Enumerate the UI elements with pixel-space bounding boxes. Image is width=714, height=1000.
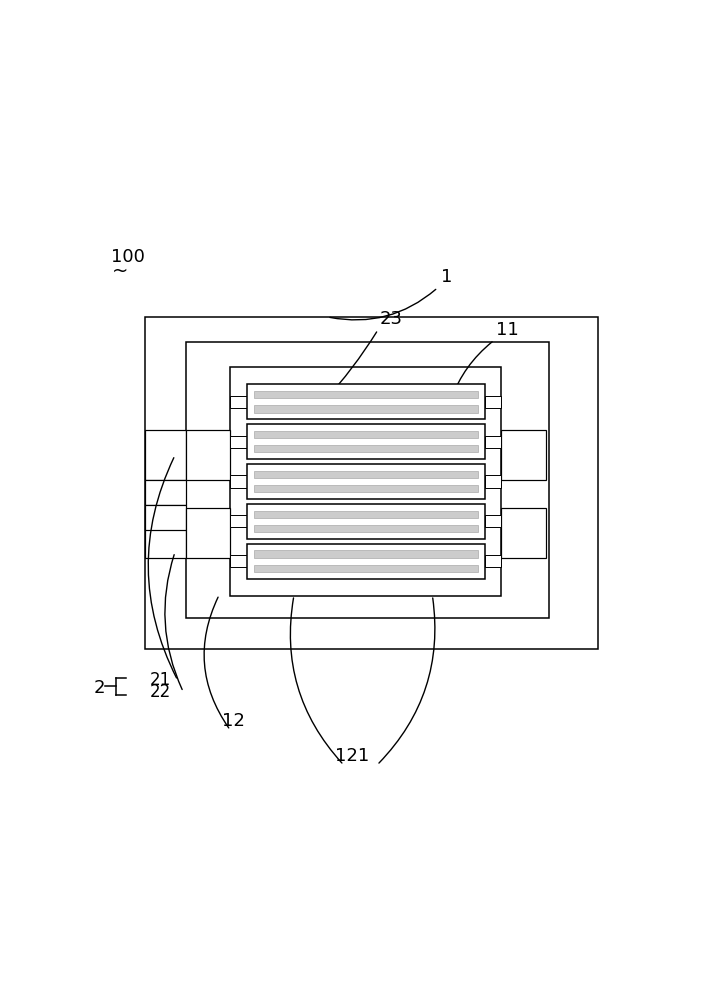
- Bar: [485, 475, 501, 488]
- Bar: [247, 544, 485, 579]
- Bar: [253, 431, 478, 438]
- Bar: [186, 342, 548, 618]
- Bar: [501, 508, 545, 558]
- Bar: [485, 396, 501, 408]
- Text: 1: 1: [441, 268, 452, 286]
- Bar: [247, 504, 485, 539]
- Bar: [253, 511, 478, 518]
- Text: 12: 12: [222, 712, 245, 730]
- Bar: [485, 515, 501, 527]
- Bar: [144, 505, 186, 530]
- Text: 23: 23: [380, 310, 403, 328]
- Bar: [247, 384, 485, 419]
- Bar: [253, 525, 478, 532]
- Text: 121: 121: [336, 747, 370, 765]
- Bar: [144, 508, 186, 558]
- Bar: [501, 430, 545, 480]
- Bar: [253, 471, 478, 478]
- Text: 21: 21: [150, 671, 171, 689]
- Bar: [247, 464, 485, 499]
- Bar: [144, 480, 186, 505]
- Bar: [247, 424, 485, 459]
- Bar: [253, 445, 478, 452]
- Text: ~: ~: [111, 262, 128, 281]
- Bar: [253, 391, 478, 398]
- Text: 100: 100: [111, 248, 145, 266]
- Bar: [485, 436, 501, 448]
- Bar: [231, 396, 247, 408]
- Bar: [231, 436, 247, 448]
- Bar: [253, 405, 478, 413]
- Bar: [186, 430, 231, 480]
- Bar: [231, 555, 247, 567]
- Bar: [253, 550, 478, 558]
- Bar: [144, 430, 186, 480]
- Bar: [485, 555, 501, 567]
- Bar: [144, 317, 598, 649]
- Text: 2: 2: [94, 679, 105, 697]
- Bar: [186, 508, 231, 558]
- Text: 11: 11: [496, 321, 518, 339]
- Bar: [231, 475, 247, 488]
- Bar: [253, 485, 478, 492]
- Bar: [253, 565, 478, 572]
- Bar: [231, 367, 501, 596]
- Bar: [231, 515, 247, 527]
- Text: 22: 22: [150, 683, 171, 701]
